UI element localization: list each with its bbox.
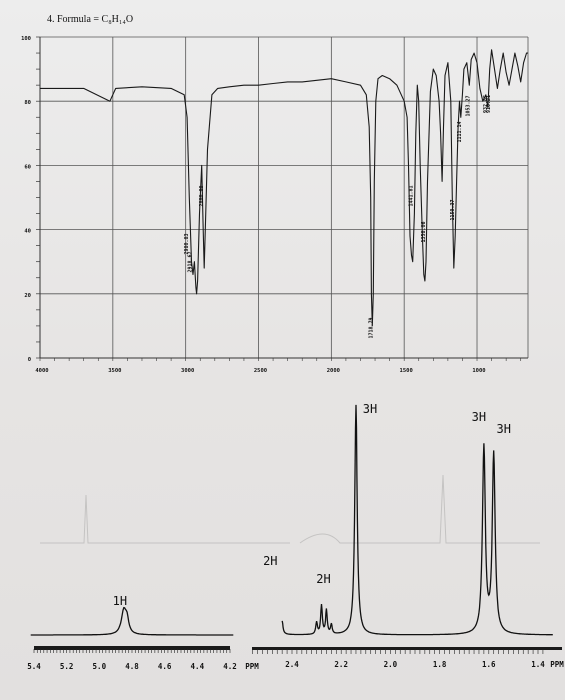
nmr-left-tick-label: 4.6: [158, 662, 172, 671]
nmr-right-ruler: [252, 647, 562, 650]
ir-xtick-label: 3500: [108, 368, 121, 374]
nmr-left-tick-label: 5.4: [27, 662, 41, 671]
nmr-right-tick-label: 1.8: [433, 660, 447, 669]
ir-xtick-label: 2000: [327, 368, 340, 374]
ir-xtick-label: 3000: [181, 368, 194, 374]
ir-ytick-label: 100: [21, 36, 31, 42]
nmr-unit-label-right: PPM: [550, 660, 564, 669]
nmr-ghost-trace: [40, 474, 540, 544]
ir-ytick-label: 60: [24, 164, 31, 170]
nmr-left-ruler: [34, 646, 230, 650]
nmr-right-tick-label: 2.0: [384, 660, 398, 669]
ir-peak-label: 1159.37: [450, 199, 456, 220]
nmr-right-tick-label: 2.2: [334, 660, 348, 669]
ir-ytick-label: 80: [24, 100, 31, 106]
ir-peak-label: 2980.83: [184, 233, 190, 254]
ir-grid: [36, 36, 529, 361]
ir-ytick-label: 40: [24, 229, 31, 235]
ir-peak-label: 1358.06: [421, 221, 427, 242]
ir-xtick-label: 4000: [35, 368, 48, 374]
nmr-unit-label-left: PPM: [245, 662, 259, 671]
nmr-right-tick-label: 2.4: [285, 660, 299, 669]
ir-spectrum: 100 80 60 40 20 0 4000 3500 3000 2500 2000 1500 1000…: [21, 36, 529, 374]
ir-xtick-label: 2500: [254, 368, 267, 374]
ir-peak-label: 1053.27: [465, 95, 471, 116]
ir-peak-label: 910.21: [486, 95, 492, 113]
ir-peak-label: 932.85: [483, 95, 489, 113]
ir-peak-label: 1718.79: [368, 317, 374, 338]
nmr-integral-label: 2H: [263, 554, 277, 568]
nmr-ghost-bleedthrough: [40, 474, 540, 544]
ir-ytick-label: 20: [24, 293, 31, 299]
ir-xtick-label: 1000: [472, 368, 485, 374]
ir-peak-label: 2880.88: [199, 185, 205, 206]
nmr-left-tick-label: 4.8: [125, 662, 139, 671]
ir-peak-label: 1111.14: [457, 121, 463, 142]
nmr-left-trace: [30, 606, 234, 636]
nmr-integral-label: 2H: [316, 572, 330, 586]
nmr-right-trace: [281, 404, 553, 636]
nmr-left-tick-label: 5.2: [60, 662, 74, 671]
nmr-spectrum: 1H 2H 2H 3H 3H 3H 5.4 5.2 5.0 4.8 4.6 4.4 4.2 PPM 2.4 2…: [27, 402, 564, 671]
nmr-left-tick-label: 4.4: [191, 662, 205, 671]
ir-xtick-label: 1500: [400, 368, 413, 374]
ir-series-line: [40, 49, 528, 327]
nmr-left-tick-label: 4.2: [223, 662, 237, 671]
nmr-left-tick-label: 5.0: [93, 662, 107, 671]
nmr-integral-label: 3H: [472, 410, 486, 424]
nmr-right-tick-label: 1.4: [531, 660, 545, 669]
nmr-right-tick-label: 1.6: [482, 660, 496, 669]
page-title: 4. Formula = C₈H₁₄O: [47, 14, 134, 25]
ir-peak-label: 2918.67: [187, 251, 193, 272]
nmr-integral-label: 1H: [113, 594, 127, 608]
nmr-integral-label: 3H: [363, 402, 377, 416]
ir-ytick-label: 0: [28, 357, 31, 363]
ir-peak-label: 1441.81: [409, 185, 415, 206]
nmr-integral-label: 3H: [496, 422, 510, 436]
